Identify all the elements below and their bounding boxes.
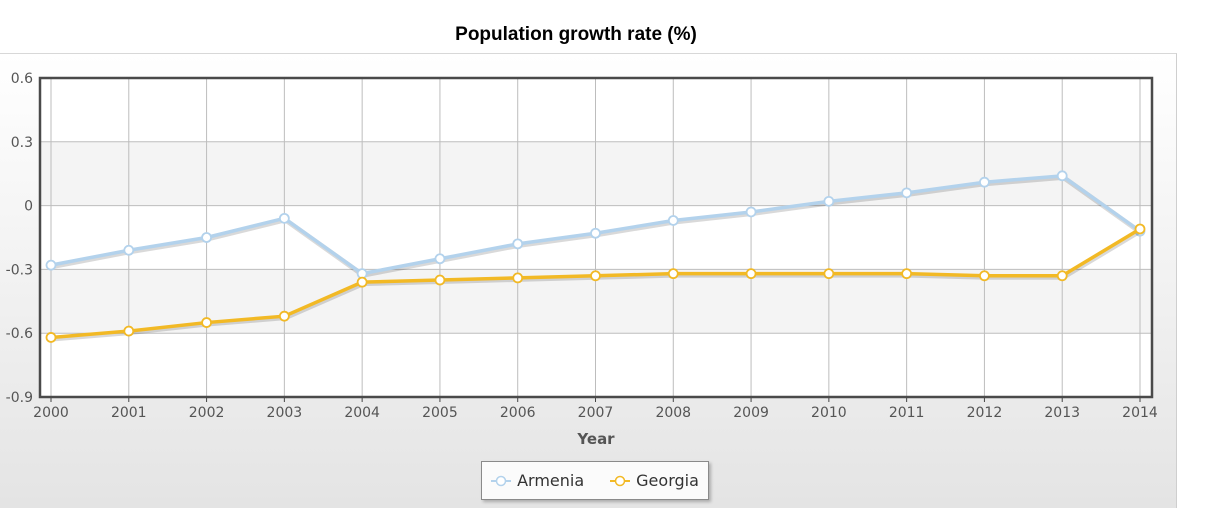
chart-title: Population growth rate (%): [455, 24, 697, 45]
data-point-georgia: [979, 270, 990, 282]
x-tick-label: 2012: [967, 405, 1003, 421]
plot-frame: [38, 76, 1154, 399]
data-point-armenia: [667, 215, 679, 226]
x-tick-label: 2006: [500, 405, 536, 421]
x-axis-title: Year: [576, 430, 615, 448]
data-point-armenia: [979, 176, 990, 188]
legend-item-armenia[interactable]: Armenia: [491, 471, 584, 490]
x-tick-label: 2004: [344, 405, 380, 421]
y-tick-label: -0.3: [6, 262, 33, 278]
legend-label-armenia: Armenia: [517, 471, 585, 490]
series-layer: [45, 170, 1146, 343]
data-point-georgia: [901, 268, 913, 280]
legend-item-georgia[interactable]: Georgia: [610, 471, 699, 490]
legend-label-georgia: Georgia: [636, 471, 699, 490]
data-point-armenia: [745, 206, 757, 218]
data-point-georgia: [590, 270, 601, 282]
legend-marker-georgia: [610, 475, 631, 486]
data-point-armenia: [590, 227, 601, 239]
x-tick-label: 2001: [111, 405, 147, 421]
x-tick-label: 2000: [33, 405, 69, 421]
y-tick-label: 0: [24, 199, 33, 215]
data-point-georgia: [356, 276, 368, 288]
y-tick-label: 0.3: [11, 135, 33, 151]
axes: [38, 76, 1154, 402]
x-tick-label: 2008: [655, 405, 691, 421]
y-tick-label: -0.6: [6, 326, 33, 342]
data-point-armenia: [278, 212, 290, 224]
x-tick-label: 2011: [889, 405, 925, 421]
x-tick-label: 2005: [422, 405, 458, 421]
data-point-georgia: [823, 268, 835, 280]
legend-marker-armenia: [491, 475, 512, 486]
y-tick-label: -0.9: [6, 390, 33, 406]
data-point-georgia: [1056, 270, 1068, 282]
data-point-georgia: [434, 274, 446, 286]
data-point-georgia: [45, 332, 57, 343]
x-tick-label: 2013: [1044, 405, 1080, 421]
data-point-georgia: [201, 317, 212, 328]
data-point-armenia: [434, 253, 446, 265]
data-point-georgia: [667, 268, 679, 280]
x-tick-label: 2003: [267, 405, 303, 421]
data-point-georgia: [123, 325, 135, 337]
data-point-georgia: [1134, 223, 1146, 235]
data-point-armenia: [1056, 170, 1068, 182]
x-tick-label: 2014: [1122, 405, 1158, 421]
data-point-armenia: [201, 232, 212, 243]
data-point-armenia: [823, 195, 835, 207]
y-tick-label: 0.6: [11, 71, 33, 87]
x-tick-label: 2009: [733, 405, 769, 421]
x-tick-label: 2007: [578, 405, 614, 421]
data-point-armenia: [45, 259, 57, 271]
data-point-armenia: [123, 244, 135, 256]
chart-legend: Armenia Georgia: [481, 461, 709, 500]
x-tick-label: 2010: [811, 405, 847, 421]
data-point-armenia: [901, 187, 913, 199]
data-point-georgia: [512, 272, 524, 284]
data-point-georgia: [278, 310, 290, 322]
data-point-georgia: [745, 268, 757, 280]
data-point-armenia: [512, 238, 524, 250]
x-tick-label: 2002: [189, 405, 225, 421]
